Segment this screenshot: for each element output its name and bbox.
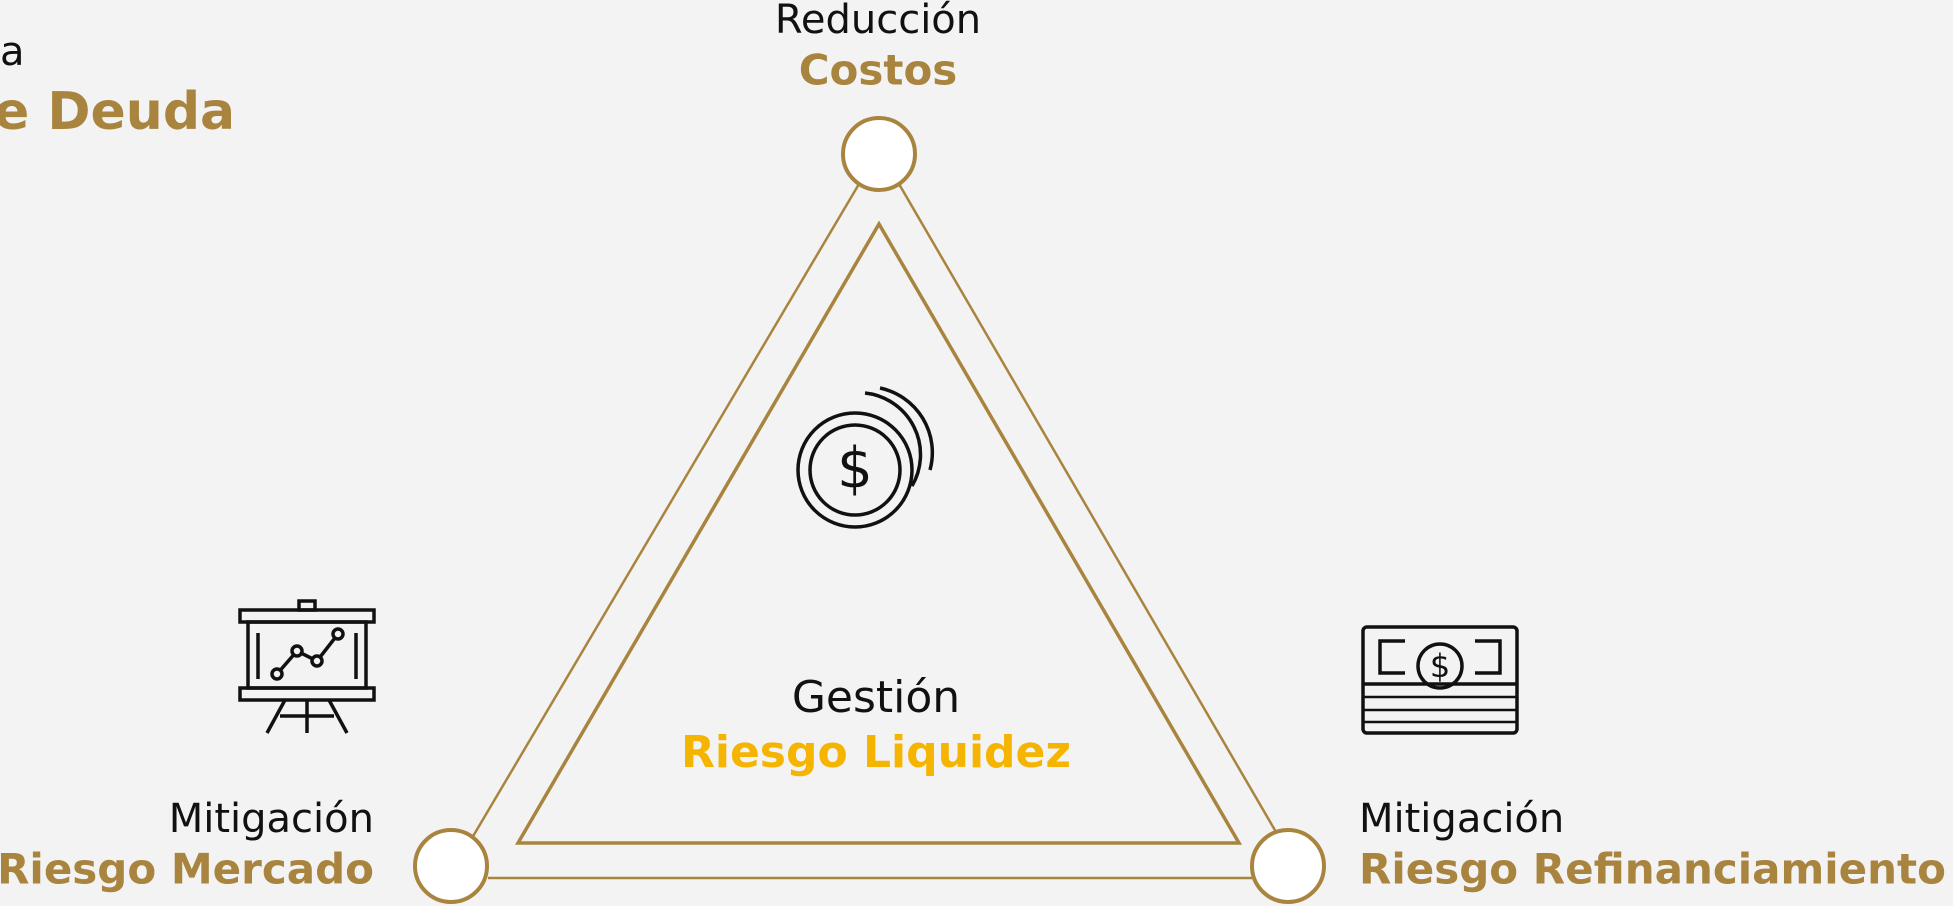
node-title: Riesgo Refinanciamiento (1359, 845, 1946, 894)
header-line2: e Deuda (0, 82, 235, 142)
node-label: Mitigación (169, 796, 374, 842)
node-title: Riesgo Mercado (0, 845, 374, 894)
node-label: Mitigación (1359, 796, 1564, 842)
node-title: Costos (799, 46, 958, 95)
node-circles (413, 116, 1326, 904)
node-label: Reducción (775, 0, 981, 43)
outer-triangle (470, 183, 1278, 880)
money-icon: $ (1361, 625, 1519, 735)
center-title: Riesgo Liquidez (681, 727, 1071, 778)
inner-triangle (514, 220, 1243, 845)
svg-text:$: $ (1430, 647, 1450, 685)
presentation-icon (238, 599, 376, 734)
center-label: Gestión (792, 672, 960, 723)
header-line1: a (0, 29, 25, 75)
coins-icon: $ (796, 386, 935, 529)
svg-text:$: $ (837, 436, 873, 501)
